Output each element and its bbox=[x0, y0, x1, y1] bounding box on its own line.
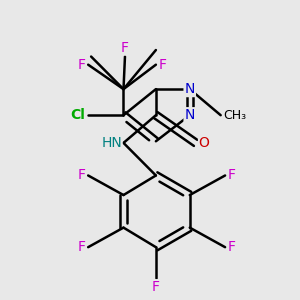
Text: N: N bbox=[184, 108, 195, 122]
Text: F: F bbox=[152, 280, 160, 294]
Text: F: F bbox=[228, 240, 236, 254]
Text: F: F bbox=[77, 240, 85, 254]
Text: F: F bbox=[159, 58, 167, 72]
Text: F: F bbox=[121, 41, 129, 55]
Text: F: F bbox=[228, 169, 236, 182]
Text: N: N bbox=[184, 82, 195, 96]
Text: HN: HN bbox=[101, 136, 122, 150]
Text: CH₃: CH₃ bbox=[224, 109, 247, 122]
Text: F: F bbox=[77, 169, 85, 182]
Text: O: O bbox=[199, 136, 209, 150]
Text: F: F bbox=[77, 58, 85, 72]
Text: Cl: Cl bbox=[70, 108, 85, 122]
